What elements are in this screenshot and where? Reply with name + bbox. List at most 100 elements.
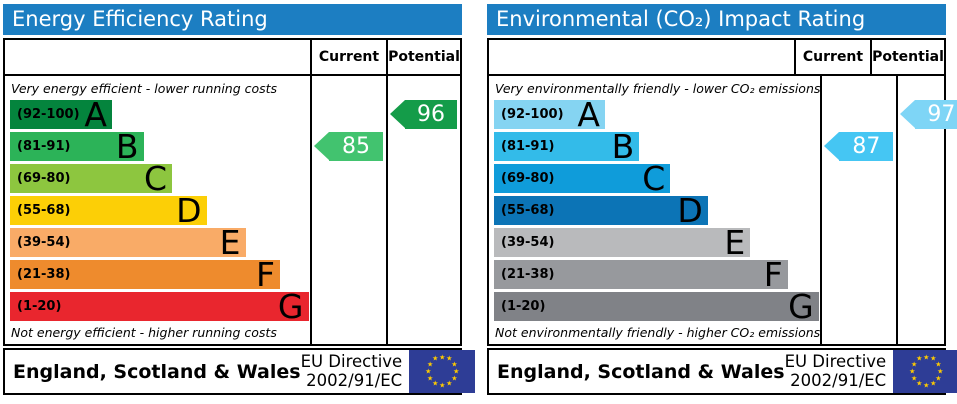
eu-directive-line1: EU Directive	[784, 351, 887, 371]
band-range-label: (55-68)	[17, 203, 71, 218]
band-range-label: (92-100)	[501, 107, 564, 122]
bands-column: Very environmentally friendly - lower CO…	[489, 76, 820, 344]
band-range-label: (81-91)	[17, 139, 71, 154]
potential-column: 96	[386, 76, 460, 344]
band-range-label: (81-91)	[501, 139, 555, 154]
band-letter: A	[84, 95, 107, 134]
arrow-body: 96	[405, 100, 457, 129]
eu-flag-star: ★	[935, 360, 942, 368]
band-bar: (39-54) E	[494, 223, 751, 262]
arrow-tip-icon	[824, 132, 840, 160]
band-bar: (81-91) B	[10, 127, 144, 166]
band-row: (81-91) B	[10, 127, 310, 166]
eu-flag-star: ★	[451, 360, 458, 368]
band-row: (55-68) D	[10, 191, 310, 230]
band-letter: E	[724, 223, 746, 262]
band-row: (39-54) E	[494, 223, 820, 262]
rating-panel-energy: Energy Efficiency Rating Current Potenti…	[3, 4, 476, 395]
eu-flag-star: ★	[453, 367, 460, 375]
band-letter: G	[277, 287, 304, 326]
band-letter: B	[611, 127, 635, 166]
band-row: (69-80) C	[494, 159, 820, 198]
table-header-row: Current Potential	[5, 40, 460, 76]
eu-flag-star: ★	[426, 360, 434, 368]
bottom-note: Not environmentally friendly - higher CO…	[495, 325, 821, 340]
eu-flag-star: ★	[916, 354, 923, 363]
rating-panel-environmental: Environmental (CO₂) Impact Rating Curren…	[487, 4, 957, 395]
current-column-header: Current	[794, 40, 870, 74]
band-row: (92-100) A	[10, 95, 310, 134]
band-letter: B	[115, 127, 139, 166]
eu-flag-star: ★	[910, 374, 918, 382]
band-range-label: (39-54)	[17, 235, 71, 250]
current-rating-arrow: 87	[824, 132, 894, 161]
band-bar: (81-91) B	[494, 127, 640, 166]
rating-bands: (92-100) A (81-91) B (69-80) C (55-68) D…	[489, 95, 820, 323]
band-row: (1-20) G	[494, 290, 820, 323]
band-range-label: (92-100)	[17, 107, 80, 122]
band-letter: D	[677, 191, 703, 230]
band-letter: A	[577, 95, 600, 134]
eu-flag-star: ★	[923, 381, 930, 389]
potential-column-header: Potential	[386, 40, 460, 74]
band-row: (81-91) B	[494, 127, 820, 166]
band-row: (1-20) G	[10, 287, 310, 326]
rating-table: Current Potential Very energy efficient …	[3, 38, 462, 346]
table-body: Very energy efficient - lower running co…	[5, 76, 460, 344]
band-row: (39-54) E	[10, 226, 310, 259]
bottom-note: Not energy efficient - higher running co…	[11, 325, 277, 340]
band-bar: (39-54) E	[10, 226, 246, 259]
eu-flag-star: ★	[937, 367, 944, 375]
band-bar: (55-68) D	[10, 191, 207, 230]
eu-flag-star: ★	[916, 379, 923, 388]
potential-column: 97	[896, 76, 957, 344]
potential-rating-value: 97	[927, 102, 956, 127]
epc-ratings-page: Energy Efficiency Rating Current Potenti…	[3, 4, 957, 395]
panel-title: Energy Efficiency Rating	[3, 4, 462, 35]
eu-flag-icon: ★ ★ ★ ★ ★ ★ ★ ★ ★ ★ ★ ★	[409, 350, 476, 393]
eu-directive-line2: 2002/91/EC	[306, 370, 403, 390]
band-bar: (69-80) C	[10, 162, 172, 195]
band-letter: C	[642, 159, 666, 198]
band-row: (21-38) F	[494, 255, 820, 294]
band-range-label: (1-20)	[17, 299, 62, 314]
band-row: (21-38) F	[10, 258, 310, 291]
arrow-tip-icon	[900, 100, 916, 128]
eu-flag-star: ★	[432, 379, 439, 388]
eu-flag-star: ★	[923, 353, 930, 361]
eu-directive-label: EU Directive 2002/91/EC	[784, 351, 887, 391]
band-row: (69-80) C	[10, 162, 310, 195]
current-column: 85	[310, 76, 386, 344]
eu-flag-star: ★	[425, 367, 432, 375]
eu-flag-star: ★	[451, 374, 458, 382]
potential-column-header: Potential	[870, 40, 944, 74]
band-range-label: (69-80)	[17, 171, 71, 186]
band-letter: F	[763, 255, 783, 294]
arrow-tip-icon	[314, 132, 329, 160]
panel-footer: England, Scotland & Wales EU Directive 2…	[3, 348, 476, 395]
panel-title: Environmental (CO₂) Impact Rating	[487, 4, 946, 35]
band-bar: (1-20) G	[10, 287, 309, 326]
band-range-label: (21-38)	[501, 267, 555, 282]
panel-footer: England, Scotland & Wales EU Directive 2…	[487, 348, 957, 395]
current-rating-arrow: 85	[314, 132, 383, 161]
band-range-label: (69-80)	[501, 171, 555, 186]
top-note: Very environmentally friendly - lower CO…	[495, 80, 821, 96]
current-column-header: Current	[310, 40, 386, 74]
band-range-label: (55-68)	[501, 203, 555, 218]
region-label: England, Scotland & Wales	[13, 360, 301, 383]
band-bar: (92-100) A	[10, 95, 112, 134]
band-bar: (69-80) C	[494, 159, 671, 198]
bands-column: Very energy efficient - lower running co…	[5, 76, 310, 344]
bands-column-header	[489, 40, 794, 74]
eu-directive-line1: EU Directive	[300, 351, 403, 371]
band-letter: D	[176, 191, 202, 230]
eu-flag-star: ★	[439, 381, 446, 389]
band-bar: (92-100) A	[494, 95, 605, 134]
current-rating-value: 85	[342, 134, 370, 159]
current-rating-value: 87	[852, 134, 881, 159]
arrow-body: 87	[839, 132, 894, 161]
eu-flag-star: ★	[930, 354, 937, 363]
eu-flag-star: ★	[930, 379, 937, 388]
table-body: Very environmentally friendly - lower CO…	[489, 76, 957, 344]
